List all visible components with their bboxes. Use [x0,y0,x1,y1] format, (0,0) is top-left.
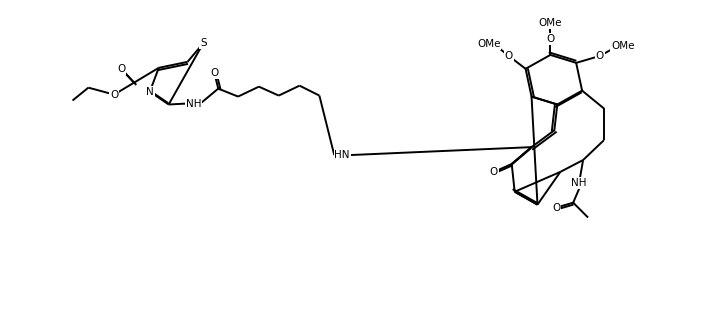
Text: O: O [117,64,125,74]
Text: O: O [552,202,560,213]
Text: N: N [146,87,154,97]
Text: O: O [505,51,513,61]
Text: OMe: OMe [539,18,562,28]
Text: O: O [546,34,555,44]
Text: HN: HN [335,150,350,160]
Text: O: O [596,51,604,61]
Text: NH: NH [571,178,587,188]
Text: OMe: OMe [477,39,501,49]
Text: OMe: OMe [611,41,635,51]
Text: O: O [490,167,498,177]
Text: S: S [200,38,207,48]
Text: O: O [210,68,219,78]
Text: NH: NH [186,98,201,109]
Text: O: O [110,89,118,99]
